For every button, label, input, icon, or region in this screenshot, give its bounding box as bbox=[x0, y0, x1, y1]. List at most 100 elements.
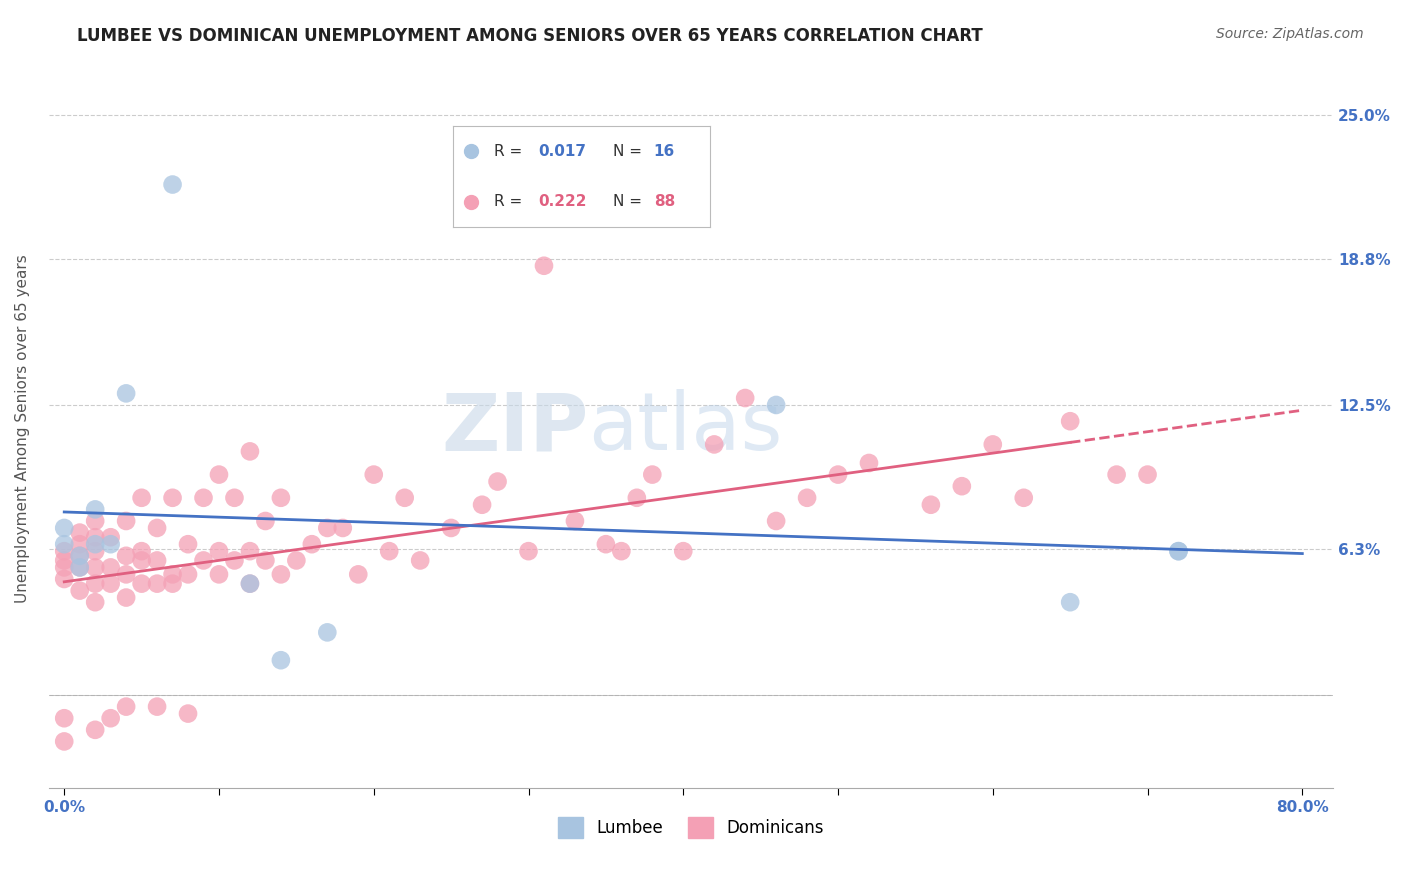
Point bbox=[84, 514, 107, 528]
Point bbox=[378, 544, 401, 558]
Point bbox=[471, 498, 494, 512]
Point bbox=[270, 567, 292, 582]
Point bbox=[950, 479, 973, 493]
Point bbox=[69, 583, 91, 598]
Point bbox=[84, 576, 107, 591]
Point bbox=[53, 734, 76, 748]
Point bbox=[440, 521, 463, 535]
Point bbox=[84, 502, 107, 516]
Point bbox=[1012, 491, 1035, 505]
Text: ZIP: ZIP bbox=[441, 389, 588, 467]
Point bbox=[595, 537, 617, 551]
Point bbox=[100, 711, 122, 725]
Text: LUMBEE VS DOMINICAN UNEMPLOYMENT AMONG SENIORS OVER 65 YEARS CORRELATION CHART: LUMBEE VS DOMINICAN UNEMPLOYMENT AMONG S… bbox=[77, 27, 983, 45]
Point bbox=[146, 521, 169, 535]
Point bbox=[115, 699, 138, 714]
Point bbox=[53, 711, 76, 725]
Point bbox=[84, 544, 107, 558]
Point bbox=[920, 498, 942, 512]
Point bbox=[69, 549, 91, 563]
Point bbox=[486, 475, 509, 489]
Point bbox=[53, 572, 76, 586]
Point bbox=[765, 398, 787, 412]
Point bbox=[162, 491, 184, 505]
Point bbox=[115, 386, 138, 401]
Point bbox=[672, 544, 695, 558]
Point bbox=[208, 544, 231, 558]
Point bbox=[239, 544, 262, 558]
Point bbox=[115, 549, 138, 563]
Point bbox=[224, 491, 246, 505]
Point bbox=[131, 491, 153, 505]
Point bbox=[1059, 414, 1081, 428]
Point bbox=[254, 553, 277, 567]
Point bbox=[69, 525, 91, 540]
Point bbox=[84, 595, 107, 609]
Point bbox=[115, 567, 138, 582]
Point bbox=[981, 437, 1004, 451]
Point bbox=[394, 491, 416, 505]
Point bbox=[69, 549, 91, 563]
Point bbox=[285, 553, 308, 567]
Point bbox=[641, 467, 664, 482]
Point bbox=[1167, 544, 1189, 558]
Point bbox=[177, 706, 200, 721]
Point bbox=[69, 537, 91, 551]
Point bbox=[363, 467, 385, 482]
Point bbox=[146, 699, 169, 714]
Point bbox=[734, 391, 756, 405]
Point bbox=[53, 521, 76, 535]
Point bbox=[796, 491, 818, 505]
Point bbox=[177, 537, 200, 551]
Point bbox=[254, 514, 277, 528]
Point bbox=[409, 553, 432, 567]
Point bbox=[703, 437, 725, 451]
Point bbox=[84, 530, 107, 544]
Point bbox=[1059, 595, 1081, 609]
Point bbox=[53, 544, 76, 558]
Legend: Lumbee, Dominicans: Lumbee, Dominicans bbox=[551, 811, 831, 844]
Point bbox=[84, 560, 107, 574]
Point bbox=[1167, 544, 1189, 558]
Y-axis label: Unemployment Among Seniors over 65 years: Unemployment Among Seniors over 65 years bbox=[15, 254, 30, 603]
Point bbox=[270, 491, 292, 505]
Point bbox=[626, 491, 648, 505]
Point bbox=[239, 444, 262, 458]
Point bbox=[301, 537, 323, 551]
Point bbox=[100, 560, 122, 574]
Point bbox=[827, 467, 849, 482]
Point bbox=[193, 553, 215, 567]
Point bbox=[131, 553, 153, 567]
Point bbox=[239, 576, 262, 591]
Text: Source: ZipAtlas.com: Source: ZipAtlas.com bbox=[1216, 27, 1364, 41]
Point bbox=[316, 521, 339, 535]
Point bbox=[533, 259, 555, 273]
Point bbox=[115, 591, 138, 605]
Text: atlas: atlas bbox=[588, 389, 783, 467]
Point bbox=[564, 514, 586, 528]
Point bbox=[84, 723, 107, 737]
Point bbox=[1105, 467, 1128, 482]
Point bbox=[84, 537, 107, 551]
Point bbox=[162, 178, 184, 192]
Point bbox=[53, 553, 76, 567]
Point bbox=[162, 576, 184, 591]
Point bbox=[193, 491, 215, 505]
Point bbox=[610, 544, 633, 558]
Point bbox=[332, 521, 354, 535]
Point bbox=[131, 576, 153, 591]
Point bbox=[517, 544, 540, 558]
Point bbox=[100, 576, 122, 591]
Point bbox=[53, 537, 76, 551]
Point bbox=[177, 567, 200, 582]
Point bbox=[208, 567, 231, 582]
Point bbox=[115, 514, 138, 528]
Point bbox=[239, 576, 262, 591]
Point bbox=[131, 544, 153, 558]
Point bbox=[347, 567, 370, 582]
Point bbox=[1136, 467, 1159, 482]
Point bbox=[69, 560, 91, 574]
Point bbox=[316, 625, 339, 640]
Point bbox=[53, 560, 76, 574]
Point bbox=[162, 567, 184, 582]
